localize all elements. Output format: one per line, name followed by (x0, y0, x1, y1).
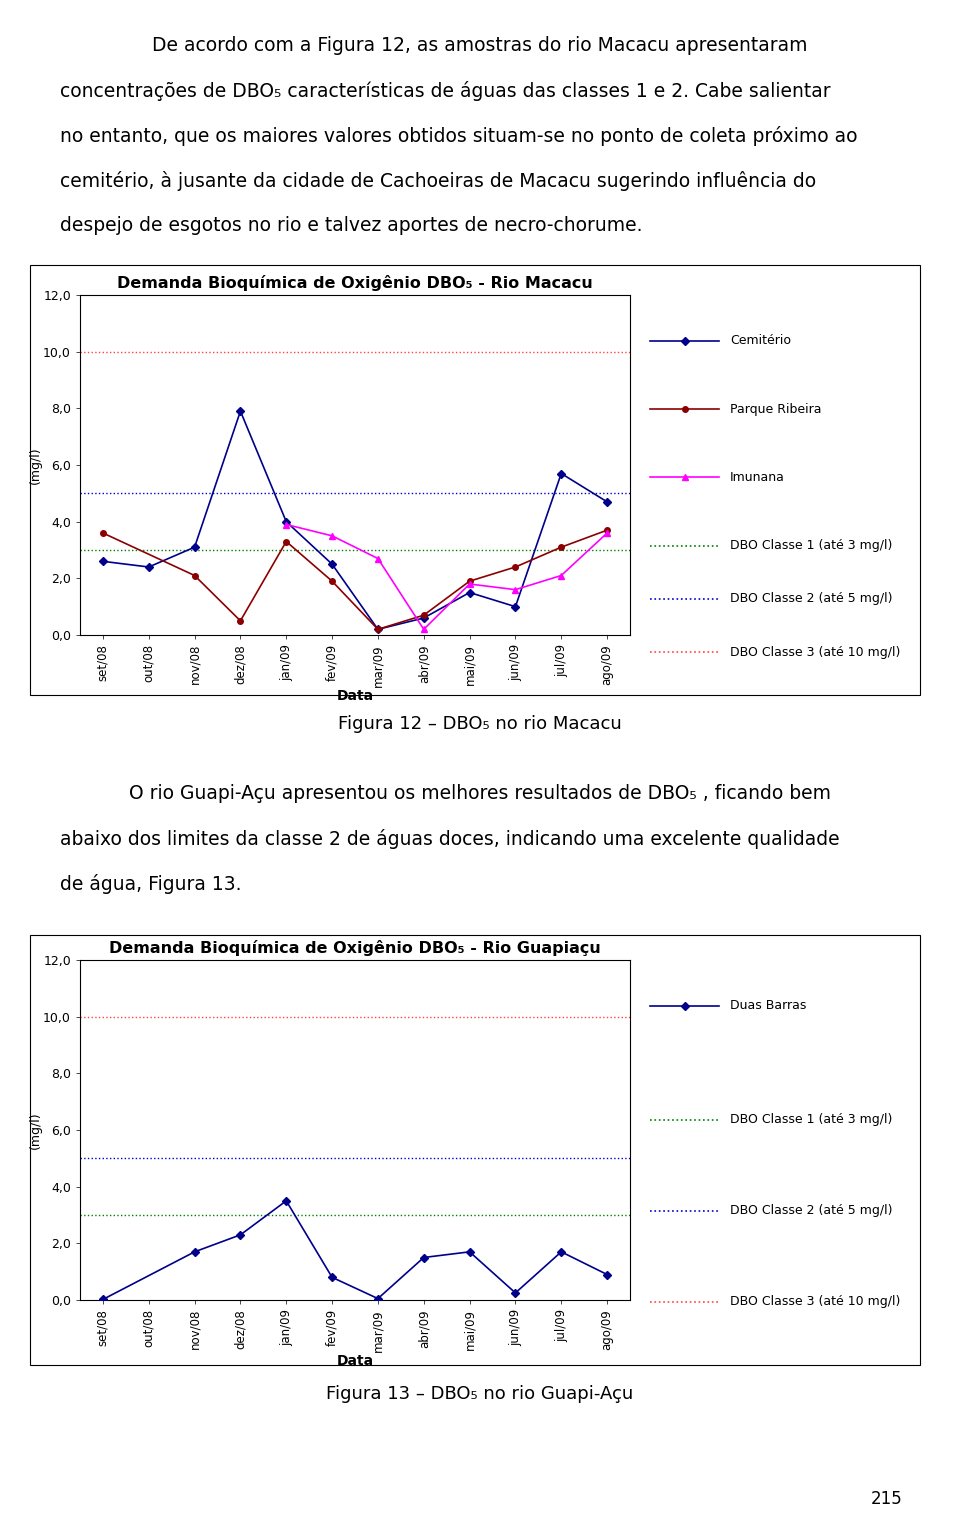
Text: despejo de esgotos no rio e talvez aportes de necro-chorume.: despejo de esgotos no rio e talvez aport… (60, 217, 642, 235)
Y-axis label: (mg/l): (mg/l) (29, 1110, 41, 1148)
Text: De acordo com a Figura 12, as amostras do rio Macacu apresentaram: De acordo com a Figura 12, as amostras d… (153, 36, 807, 55)
Text: Imunana: Imunana (730, 471, 784, 483)
Text: Cemitério: Cemitério (730, 335, 791, 347)
Text: concentrações de DBO₅ características de águas das classes 1 e 2. Cabe salientar: concentrações de DBO₅ características de… (60, 80, 830, 102)
Text: Parque Ribeira: Parque Ribeira (730, 403, 822, 415)
Text: DBO Classe 2 (até 5 mg/l): DBO Classe 2 (até 5 mg/l) (730, 592, 892, 606)
Text: DBO Classe 2 (até 5 mg/l): DBO Classe 2 (até 5 mg/l) (730, 1204, 892, 1217)
Text: no entanto, que os maiores valores obtidos situam-se no ponto de coleta próximo : no entanto, que os maiores valores obtid… (60, 126, 857, 145)
Text: de água, Figura 13.: de água, Figura 13. (60, 874, 242, 894)
Text: Duas Barras: Duas Barras (730, 998, 806, 1012)
Text: O rio Guapi-Açu apresentou os melhores resultados de DBO₅ , ficando bem: O rio Guapi-Açu apresentou os melhores r… (129, 783, 831, 803)
Title: Demanda Bioquímica de Oxigênio DBO₅ - Rio Guapiaçu: Demanda Bioquímica de Oxigênio DBO₅ - Ri… (109, 939, 601, 956)
Text: Figura 13 – DBO₅ no rio Guapi-Açu: Figura 13 – DBO₅ no rio Guapi-Açu (326, 1385, 634, 1403)
Text: DBO Classe 1 (até 3 mg/l): DBO Classe 1 (até 3 mg/l) (730, 1114, 892, 1126)
X-axis label: Data: Data (336, 689, 373, 703)
Text: DBO Classe 3 (até 10 mg/l): DBO Classe 3 (até 10 mg/l) (730, 1295, 900, 1309)
Y-axis label: (mg/l): (mg/l) (29, 447, 41, 483)
Text: DBO Classe 3 (até 10 mg/l): DBO Classe 3 (até 10 mg/l) (730, 645, 900, 659)
Text: Figura 12 – DBO₅ no rio Macacu: Figura 12 – DBO₅ no rio Macacu (338, 715, 622, 733)
X-axis label: Data: Data (336, 1354, 373, 1368)
Text: 215: 215 (871, 1489, 902, 1507)
Text: DBO Classe 1 (até 3 mg/l): DBO Classe 1 (até 3 mg/l) (730, 539, 892, 553)
Title: Demanda Bioquímica de Oxigênio DBO₅ - Rio Macacu: Demanda Bioquímica de Oxigênio DBO₅ - Ri… (117, 276, 593, 291)
Text: cemitério, à jusante da cidade de Cachoeiras de Macacu sugerindo influência do: cemitério, à jusante da cidade de Cachoe… (60, 171, 816, 191)
Text: abaixo dos limites da classe 2 de águas doces, indicando uma excelente qualidade: abaixo dos limites da classe 2 de águas … (60, 829, 840, 848)
